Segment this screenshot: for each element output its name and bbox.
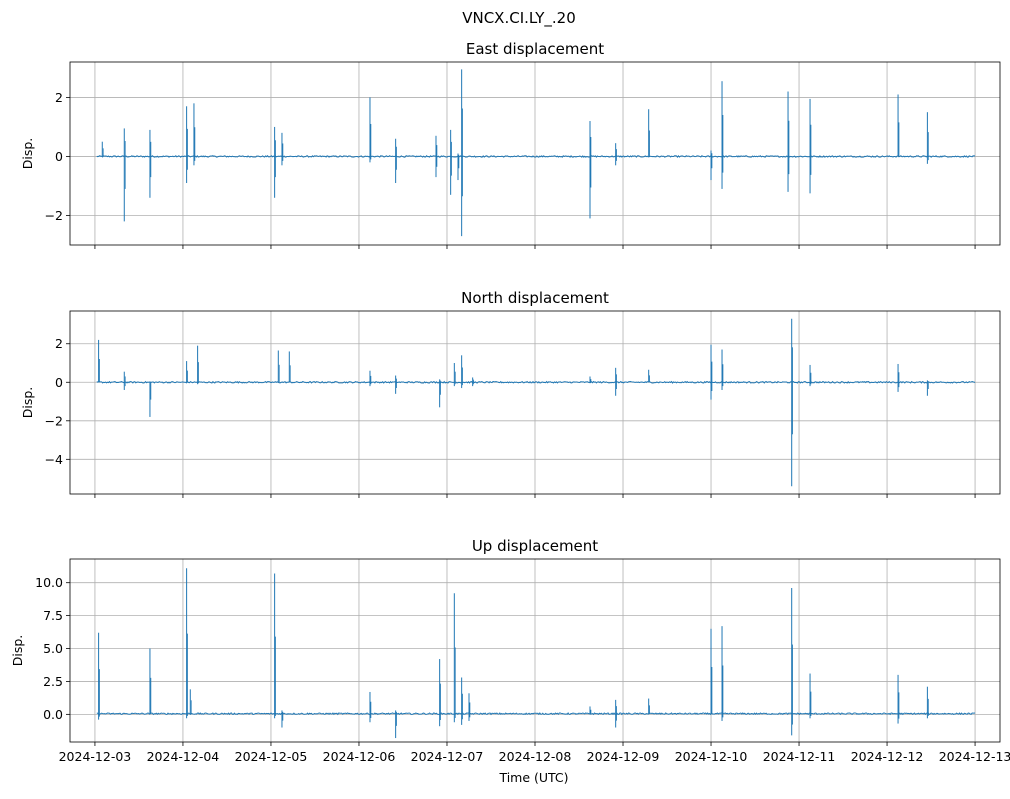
x-tick-label: 2024-12-05 xyxy=(235,749,308,764)
figure-title: VNCX.CI.LY_.20 xyxy=(462,9,576,28)
y-tick-label: −2 xyxy=(45,208,63,223)
x-tick-label: 2024-12-08 xyxy=(499,749,572,764)
x-tick-label: 2024-12-06 xyxy=(323,749,396,764)
x-tick-label: 2024-12-12 xyxy=(851,749,924,764)
series-trace xyxy=(96,318,976,487)
y-tick-label: 7.5 xyxy=(43,608,63,623)
y-axis-label: Disp. xyxy=(10,635,25,667)
baseline-trace xyxy=(96,712,976,716)
y-tick-label: 2 xyxy=(55,90,63,105)
x-axis-label: Time (UTC) xyxy=(498,770,568,785)
series-trace xyxy=(96,69,976,237)
subplot-title: North displacement xyxy=(461,289,609,307)
subplot-title: Up displacement xyxy=(472,537,598,555)
y-tick-label: 0 xyxy=(55,149,63,164)
y-tick-label: −4 xyxy=(45,452,63,467)
series-trace xyxy=(96,568,976,739)
x-tick-label: 2024-12-04 xyxy=(147,749,220,764)
x-tick-label: 2024-12-03 xyxy=(59,749,132,764)
y-axis-label: Disp. xyxy=(20,387,35,419)
y-tick-label: 0.0 xyxy=(43,707,63,722)
y-tick-label: −2 xyxy=(45,413,63,428)
x-tick-label: 2024-12-11 xyxy=(763,749,836,764)
subplot-1: −2 0 2 East displacement Disp. xyxy=(20,40,1001,249)
x-tick-label: 2024-12-10 xyxy=(675,749,748,764)
baseline-trace xyxy=(96,380,976,384)
y-tick-label: 2.5 xyxy=(43,674,63,689)
y-tick-label: 5.0 xyxy=(43,641,63,656)
subplot-2: −4 −2 0 2 North displacement Disp. xyxy=(20,289,1001,498)
x-tick-label: 2024-12-07 xyxy=(411,749,484,764)
baseline-trace xyxy=(96,154,976,159)
y-tick-label: 0 xyxy=(55,375,63,390)
x-tick-label: 2024-12-13 xyxy=(939,749,1010,764)
axes-layer: −2 0 2 East displacement Disp. −4 −2 0 2 North di… xyxy=(10,40,1010,764)
y-tick-label: 10.0 xyxy=(35,575,63,590)
subplot-3: 2024-12-03 2024-12-04 2024-12-05 2024-12-06… xyxy=(10,537,1010,764)
subplot-title: East displacement xyxy=(466,40,604,58)
y-axis-label: Disp. xyxy=(20,138,35,170)
x-tick-label: 2024-12-09 xyxy=(587,749,660,764)
y-tick-label: 2 xyxy=(55,336,63,351)
